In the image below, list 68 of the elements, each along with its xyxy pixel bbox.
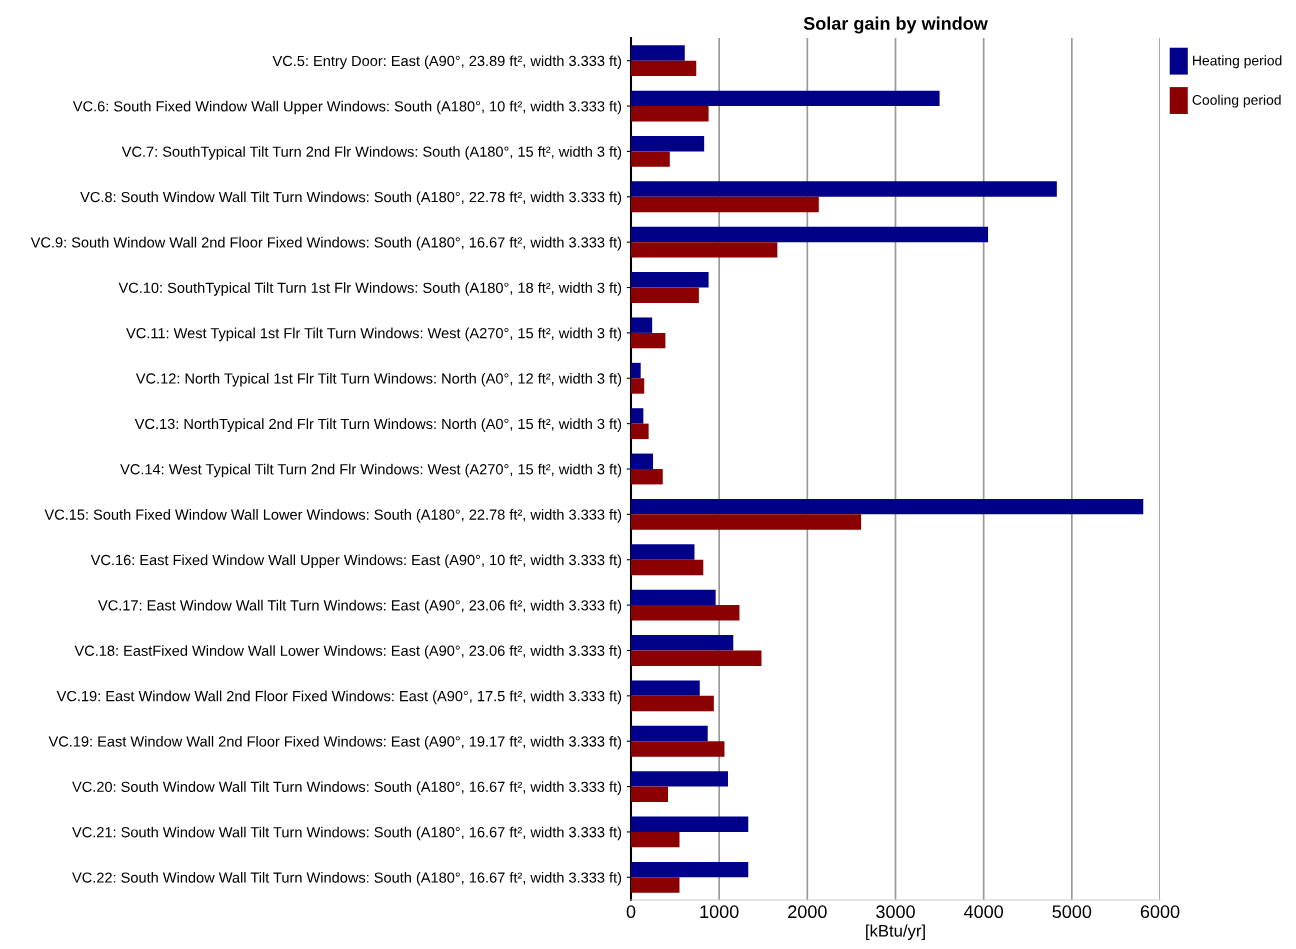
bar <box>631 45 685 61</box>
x-tick-label: 1000 <box>700 905 739 919</box>
bar <box>631 544 695 560</box>
bar <box>631 332 666 349</box>
y-tick-label: VC.9: South Window Wall 2nd Floor Fixed Windows: South (A180°, 16.67 ft², width 3.333 ft) <box>30 236 622 251</box>
bar <box>631 90 940 107</box>
y-tick-label: VC.22: South Window Wall Tilt Turn Windows: South (A180°, 16.67 ft², width 3.333 ft) <box>72 872 622 886</box>
bar <box>631 408 644 424</box>
y-tick-label: VC.21: South Window Wall Tilt Turn Windows: South (A180°, 16.67 ft², width 3.333 ft) <box>72 826 622 841</box>
bar <box>631 861 749 878</box>
bar <box>631 559 704 576</box>
y-tick-label: VC.13: NorthTypical 2nd Flr Tilt Turn Windows: North (A0°, 15 ft², width 3 ft) <box>134 418 622 432</box>
bar <box>631 469 663 485</box>
y-tick-label: VC.14: West Typical Tilt Turn 2nd Flr Windows: West (A270°, 15 ft², width 3 ft) <box>120 463 622 478</box>
bar <box>631 272 709 288</box>
bar <box>631 771 728 787</box>
bar <box>631 605 740 621</box>
bar <box>631 136 705 152</box>
bar <box>631 242 778 258</box>
legend-label: Cooling period <box>1192 94 1281 108</box>
bar <box>631 196 819 213</box>
bar <box>631 589 716 606</box>
y-tick-label: VC.8: South Window Wall Tilt Turn Windows: South (A180°, 22.78 ft², width 3.333 ft) <box>80 191 622 206</box>
bar <box>631 877 680 893</box>
bar <box>631 226 989 243</box>
y-tick-label: VC.19: East Window Wall 2nd Floor Fixed Windows: East (A90°, 19.17 ft², width 3.333 ft) <box>48 735 622 750</box>
y-tick-label: VC.15: South Fixed Window Wall Lower Windows: South (A180°, 22.78 ft², width 3.333 ft) <box>44 509 622 523</box>
bar <box>631 635 734 651</box>
chart-title: Solar gain by window <box>803 16 988 34</box>
bar <box>631 695 714 712</box>
x-tick-label: 0 <box>626 905 636 919</box>
bar <box>631 725 708 742</box>
x-axis-title: [kBtu/yr] <box>866 924 925 941</box>
bar <box>631 680 700 696</box>
bar <box>631 151 670 167</box>
y-tick-label: VC.10: SouthTypical Tilt Turn 1st Flr Windows: South (A180°, 18 ft², width 3 ft) <box>118 282 622 296</box>
y-tick-label: VC.7: SouthTypical Tilt Turn 2nd Flr Windows: South (A180°, 15 ft², width 3 ft) <box>121 146 622 160</box>
x-tick-label: 4000 <box>964 905 1004 919</box>
y-tick-label: VC.6: South Fixed Window Wall Upper Windows: South (A180°, 10 ft², width 3.333 ft) <box>72 100 622 115</box>
bar <box>631 423 649 440</box>
x-tick-label: 3000 <box>876 905 915 919</box>
bar <box>631 498 1144 515</box>
y-tick-label: VC.17: East Window Wall Tilt Turn Windows: East (A90°, 23.06 ft², width 3.333 ft) <box>98 599 622 614</box>
y-tick-label: VC.19: East Window Wall 2nd Floor Fixed Windows: East (A90°, 17.5 ft², width 3.333 ft) <box>56 690 622 705</box>
bar <box>631 378 645 394</box>
bar <box>631 786 669 802</box>
y-tick-label: VC.16: East Fixed Window Wall Upper Windows: East (A90°, 10 ft², width 3.333 ft) <box>90 554 622 569</box>
bar <box>631 287 699 303</box>
bar <box>631 453 654 469</box>
x-tick-label: 6000 <box>1140 905 1180 919</box>
bar <box>631 741 725 757</box>
legend-label: Heating period <box>1193 55 1282 69</box>
bar <box>631 514 862 530</box>
y-tick-label: VC.11: West Typical 1st Flr Tilt Turn Windows: West (A270°, 15 ft², width 3 ft) <box>126 327 622 342</box>
x-tick-label: 2000 <box>788 905 827 919</box>
x-tick-label: 5000 <box>1052 905 1092 919</box>
bar <box>631 106 709 122</box>
y-tick-label: VC.12: North Typical 1st Flr Tilt Turn Windows: North (A0°, 12 ft², width 3 ft) <box>135 372 622 387</box>
bar <box>631 831 680 848</box>
y-tick-label: VC.20: South Window Wall Tilt Turn Windows: South (A180°, 16.67 ft², width 3.333 ft) <box>72 781 622 795</box>
bar <box>631 650 762 666</box>
bar <box>631 317 653 333</box>
y-tick-label: VC.5: Entry Door: East (A90°, 23.89 ft², width 3.333 ft) <box>272 55 622 69</box>
y-tick-label: VC.18: EastFixed Window Wall Lower Windows: East (A90°, 23.06 ft², width 3.333 ft) <box>74 645 622 659</box>
bar <box>631 181 1057 197</box>
bar <box>631 362 641 379</box>
bar <box>631 60 697 77</box>
bar <box>631 816 749 832</box>
